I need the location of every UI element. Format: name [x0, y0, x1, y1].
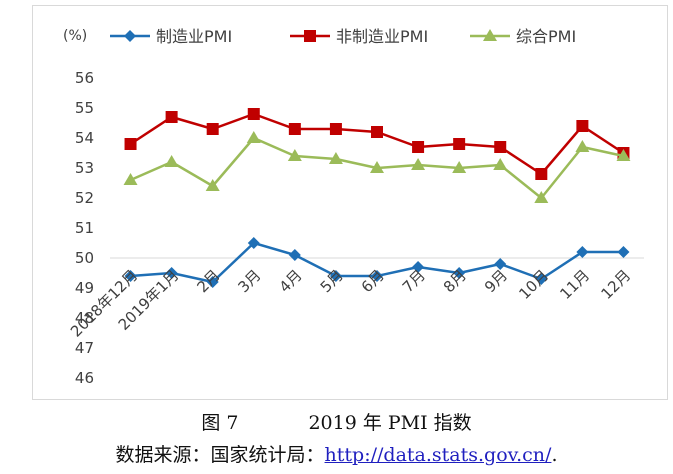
data-point-1 [371, 126, 383, 138]
data-point-1 [124, 138, 137, 150]
data-point-0 [165, 267, 178, 279]
data-point-2 [328, 152, 343, 164]
y-tick-label: 48 [75, 309, 94, 327]
data-point-1 [165, 111, 178, 123]
data-point-0 [535, 273, 548, 285]
figure-number: 图 7 [201, 412, 239, 434]
data-source-line: 数据来源：国家统计局：http://data.stats.gov.cn/. [0, 440, 673, 467]
data-point-0 [124, 270, 137, 282]
source-link[interactable]: http://data.stats.gov.cn/ [324, 444, 552, 466]
series-layer [123, 108, 631, 288]
y-axis-ticks: 46 47 48 49 50 51 52 53 54 55 56 [75, 69, 94, 387]
x-tick-label: 5月 [317, 266, 347, 296]
legend-label-2: 综合PMI [516, 27, 576, 46]
x-tick-label: 4月 [276, 266, 306, 296]
y-tick-label: 54 [75, 129, 94, 147]
data-point-2 [534, 191, 549, 203]
data-point-1 [494, 141, 507, 153]
y-tick-label: 46 [75, 369, 94, 387]
data-point-1 [288, 123, 301, 135]
legend-label-1: 非制造业PMI [336, 27, 428, 46]
y-tick-label: 50 [75, 249, 94, 267]
y-tick-label: 53 [75, 159, 94, 177]
data-point-0 [288, 249, 301, 261]
y-tick-label: 52 [75, 189, 94, 207]
data-point-2 [205, 179, 220, 191]
data-point-1 [329, 123, 342, 135]
y-tick-label: 47 [75, 339, 94, 357]
data-point-2 [123, 173, 138, 185]
data-point-0 [576, 246, 589, 258]
x-tick-label: 2月 [193, 266, 223, 296]
legend-marker-2 [483, 29, 497, 41]
data-point-2 [164, 155, 179, 167]
legend-label-0: 制造业PMI [156, 27, 232, 46]
x-tick-label: 11月 [556, 266, 593, 303]
chart-frame [32, 5, 668, 400]
data-point-1 [206, 123, 219, 135]
y-tick-label: 56 [75, 69, 94, 87]
data-point-2 [287, 149, 302, 161]
data-point-2 [411, 158, 426, 170]
data-point-0 [494, 258, 507, 270]
x-tick-label: 6月 [358, 266, 388, 296]
x-tick-label: 9月 [481, 266, 511, 296]
data-point-0 [371, 270, 383, 282]
y-tick-label: 49 [75, 279, 94, 297]
pmi-line-chart: (%) 制造业PMI 非制造业PMI 综合PMI 46 47 48 49 50 51 52 53 5… [63, 27, 644, 387]
source-prefix: 数据来源：国家统计局： [115, 444, 325, 466]
source-suffix: . [551, 444, 558, 466]
data-point-0 [453, 267, 466, 279]
data-point-2 [575, 140, 590, 152]
data-point-1 [412, 141, 425, 153]
x-tick-label: 12月 [597, 266, 634, 303]
data-point-0 [206, 276, 219, 288]
data-point-1 [535, 168, 548, 180]
y-tick-label: 51 [75, 219, 94, 237]
data-point-1 [453, 138, 466, 150]
data-point-2 [493, 158, 508, 170]
data-point-2 [370, 161, 384, 173]
y-axis-unit-label: (%) [63, 28, 87, 44]
data-point-0 [617, 246, 630, 258]
data-point-1 [576, 120, 589, 132]
data-point-2 [616, 149, 631, 161]
y-tick-label: 55 [75, 99, 94, 117]
figure-title: 2019 年 PMI 指数 [308, 412, 472, 434]
x-tick-label: 3月 [235, 266, 265, 296]
data-point-0 [412, 261, 425, 273]
figure-caption: 图 7 2019 年 PMI 指数 [0, 408, 673, 435]
data-point-2 [246, 131, 261, 143]
legend-marker-0 [124, 30, 136, 42]
data-point-0 [247, 237, 260, 249]
data-point-1 [247, 108, 260, 120]
legend-marker-1 [304, 30, 316, 42]
data-point-0 [329, 270, 342, 282]
chart-legend: 制造业PMI 非制造业PMI 综合PMI [110, 27, 576, 46]
data-point-2 [452, 161, 467, 173]
